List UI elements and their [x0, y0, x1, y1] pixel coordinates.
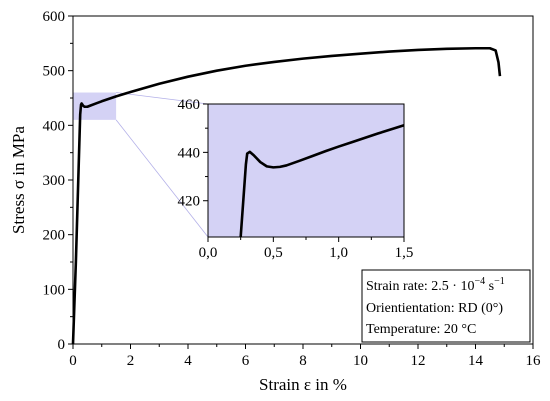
inset-background [208, 104, 404, 237]
y-tick-label: 400 [43, 118, 66, 134]
x-tick-label: 10 [353, 353, 368, 369]
inset-x-tick-label: 1,0 [329, 245, 348, 261]
inset-y-tick-label: 440 [178, 145, 201, 161]
inset-y-tick-label: 420 [178, 194, 201, 210]
y-tick-label: 100 [43, 282, 66, 298]
y-tick-label: 0 [58, 337, 66, 353]
inset-x-tick-label: 0,5 [264, 245, 283, 261]
x-tick-label: 8 [299, 353, 307, 369]
inset-x-tick-label: 0,0 [199, 245, 218, 261]
x-tick-label: 16 [526, 353, 542, 369]
connector-line-bottom [115, 119, 209, 238]
inset-series-line-0 [239, 124, 405, 238]
connector-line-top [116, 92, 209, 105]
x-tick-label: 4 [184, 353, 192, 369]
y-axis-title: Stress σ in MPa [9, 126, 28, 234]
x-tick-label: 14 [468, 353, 484, 369]
y-tick-label: 500 [43, 64, 66, 80]
info-temperature: Temperature: 20 °C [366, 322, 476, 337]
info-orientation: Orientientation: RD (0°) [366, 301, 503, 316]
main-chart: 0 2 4 6 8 10 12 14 16 0 100 200 300 400 500 600 Strain ε… [9, 9, 541, 394]
x-tick-label: 12 [411, 353, 426, 369]
y-tick-label: 600 [43, 9, 66, 25]
series-line-0 [71, 46, 502, 345]
inset-chart: 0,0 0,5 1,0 1,5 420 440 460 [178, 97, 414, 261]
x-axis-title: Strain ε in % [259, 375, 347, 394]
x-tick-label: 0 [69, 353, 77, 369]
x-tick-label: 6 [242, 353, 250, 369]
info-box: Strain rate: 2.5 · 10−4 s−1 Orientientat… [361, 269, 531, 343]
y-tick-label: 300 [43, 173, 66, 189]
inset-y-tick-label: 460 [178, 97, 201, 113]
y-tick-label: 200 [43, 228, 66, 244]
x-tick-label: 2 [127, 353, 135, 369]
inset-x-tick-label: 1,5 [395, 245, 414, 261]
info-box-border [361, 269, 531, 343]
info-strain-rate: Strain rate: 2.5 · 10−4 s−1 [366, 276, 505, 294]
